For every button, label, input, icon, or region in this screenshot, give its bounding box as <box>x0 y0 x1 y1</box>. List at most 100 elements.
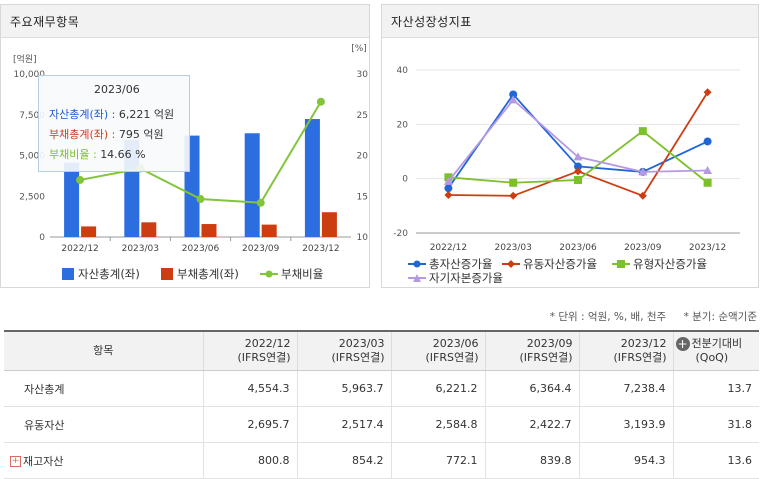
y-tick-label: 0 <box>402 175 408 185</box>
bar-assets <box>304 119 320 237</box>
legend-total-asset-growth[interactable]: 총자산증가율 <box>408 256 492 272</box>
financial-table: 항목 2022/12 (IFRS연결) 2023/03 (IFRS연결) 2023/… <box>4 330 759 479</box>
tooltip-row-ratio: 부채비율 : 14.66 % <box>49 148 146 161</box>
cell-value: 839.8 <box>484 442 579 479</box>
financial-items-chart: [억원] [%] 10,000 7,500 5,000 2,500 0 30 25 20 15 10 2… <box>13 44 369 254</box>
header-period: 2023/09 (IFRS연결) <box>484 330 579 371</box>
header-period: 2023/12 (IFRS연결) <box>578 330 673 371</box>
tangible-growth-point <box>574 176 582 185</box>
row-label: 유동자산 <box>4 406 203 443</box>
panel-title: 자산성장성지표 <box>382 5 758 38</box>
header-qoq: + 전분기대비 (QoQ) <box>672 330 759 371</box>
cell-value: 854.2 <box>296 442 391 479</box>
x-tick-label: 2023/12 <box>302 244 339 254</box>
cell-value: 800.8 <box>202 442 297 479</box>
legend-swatch <box>161 268 173 280</box>
x-tick-label: 2023/03 <box>495 243 532 253</box>
expand-columns-icon[interactable]: + <box>675 337 690 351</box>
cell-value: 2,422.7 <box>484 406 579 443</box>
legend-label: 부채비율 <box>281 267 324 281</box>
x-tick-label: 2022/12 <box>430 243 467 253</box>
header-period: 2023/06 (IFRS연결) <box>390 330 485 371</box>
header-item: 항목 <box>4 330 203 371</box>
right-tick-label: 20 <box>357 152 369 162</box>
total-growth-point <box>509 90 518 99</box>
current-growth-point <box>703 88 712 97</box>
panel-title: 주요재무항목 <box>1 5 369 38</box>
table-row: 자산총계 4,554.3 5,963.7 6,221.2 6,364.4 7,238.4 1… <box>4 370 759 407</box>
current-growth-point <box>638 191 647 200</box>
left-tick-label: 5,000 <box>19 152 45 162</box>
asset-growth-chart: 40 20 0 -20 2022/12 2023/03 2023/06 2023/09 2023… <box>393 66 740 253</box>
right-tick-label: 25 <box>357 111 368 121</box>
legend-assets[interactable]: 자산총계(좌) <box>62 266 140 282</box>
right-tick-label: 30 <box>357 70 369 80</box>
cell-value: 2,695.7 <box>202 406 297 443</box>
cell-qoq: 31.8 <box>672 406 759 443</box>
y-tick-label: -20 <box>393 229 408 239</box>
tooltip-date: 2023/06 <box>94 83 140 96</box>
cell-value: 954.3 <box>578 442 673 479</box>
bar-liabilities <box>201 224 217 237</box>
current-growth-point <box>574 167 582 176</box>
legend-liabilities[interactable]: 부채총계(좌) <box>161 266 239 282</box>
cell-value: 7,238.4 <box>578 370 673 407</box>
table-header-row: 항목 2022/12 (IFRS연결) 2023/03 (IFRS연결) 2023/… <box>4 330 759 371</box>
bar-liabilities <box>321 212 337 237</box>
bar-liabilities <box>261 224 277 237</box>
equity-growth-point <box>508 95 518 104</box>
row-label[interactable]: + 재고자산 <box>4 442 203 479</box>
legend-label: 자기자본증가율 <box>429 271 504 285</box>
quarter-note: * 분기: 순액기준 <box>683 311 757 323</box>
ratio-point <box>316 97 325 106</box>
x-tick-label: 2023/09 <box>242 244 280 254</box>
equity-growth-point <box>573 152 583 161</box>
x-tick-label: 2023/06 <box>559 243 597 253</box>
cell-value: 2,584.8 <box>390 406 485 443</box>
cell-value: 2,517.4 <box>296 406 391 443</box>
bar-liabilities <box>141 222 157 237</box>
right-tick-label: 15 <box>357 192 368 202</box>
cell-qoq: 13.7 <box>672 370 759 407</box>
right-axis-unit: [%] <box>351 44 367 54</box>
left-tick-label: 2,500 <box>19 192 45 202</box>
legend-label: 유형자산증가율 <box>633 257 708 271</box>
unit-note: * 단위 : 억원, %, 배, 천주 <box>549 311 667 323</box>
total-growth-point <box>703 137 712 146</box>
legend-current-asset-growth[interactable]: 유동자산증가율 <box>502 256 597 272</box>
right-tick-label: 10 <box>357 233 369 243</box>
cell-qoq: 13.6 <box>672 442 759 479</box>
legend-equity-growth[interactable]: 자기자본증가율 <box>408 270 503 286</box>
equity-growth-point <box>638 167 648 176</box>
legend-tangible-asset-growth[interactable]: 유형자산증가율 <box>612 256 707 272</box>
cell-value: 6,221.2 <box>390 370 485 407</box>
cell-value: 3,193.9 <box>578 406 673 443</box>
cell-value: 5,963.7 <box>296 370 391 407</box>
expand-plus-icon[interactable]: + <box>10 456 21 467</box>
equity-growth-point <box>443 176 453 185</box>
legend-line-swatch <box>260 270 278 278</box>
legend-label: 총자산증가율 <box>429 257 493 271</box>
ratio-point <box>196 195 205 204</box>
ratio-point <box>256 198 265 207</box>
ratio-point <box>76 175 85 184</box>
total-growth-point <box>444 184 453 193</box>
x-tick-label: 2023/03 <box>122 244 159 254</box>
current-growth-point <box>509 191 518 200</box>
left-tick-label: 10,000 <box>14 70 46 80</box>
financial-items-panel: 주요재무항목 [억원] [%] 10,000 7,500 5,000 2,500 0 30 25… <box>0 4 370 288</box>
tangible-growth-point <box>509 178 518 187</box>
tangible-growth-point <box>638 127 647 136</box>
header-period: 2022/12 (IFRS연결) <box>202 330 297 371</box>
x-tick-label: 2022/12 <box>61 244 98 254</box>
x-tick-label: 2023/06 <box>182 244 220 254</box>
tooltip-row-liabilities: 부채총계(좌) : 795 억원 <box>49 128 164 141</box>
equity-growth-point <box>703 166 713 175</box>
header-period: 2023/03 (IFRS연결) <box>296 330 391 371</box>
asset-growth-panel: 자산성장성지표 40 20 0 -20 2022/12 2023/03 2023/06 202… <box>381 4 759 288</box>
legend-ratio[interactable]: 부채비율 <box>260 266 323 282</box>
table-row: + 재고자산 800.8 854.2 772.1 839.8 954.3 13.6 <box>4 442 759 479</box>
cell-value: 772.1 <box>390 442 485 479</box>
left-tick-label: 0 <box>39 233 45 243</box>
bar-assets <box>244 133 260 237</box>
